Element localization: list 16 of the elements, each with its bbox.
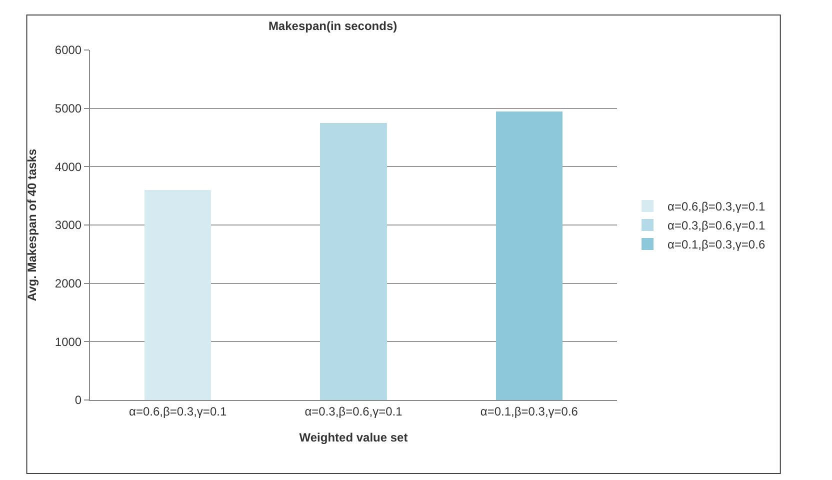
y-tick-label: 3000 [54,218,82,232]
y-tick-label: 6000 [54,43,82,58]
legend-label: α=0.6,β=0.3,γ=0.1 [668,200,766,214]
x-axis-title: Weighted value set [299,430,408,444]
y-tick-label: 4000 [54,160,82,174]
y-axis-title: Avg. Makespan of 40 tasks [25,148,40,302]
y-tick-label: 5000 [54,102,82,116]
x-tick-label: α=0.6,β=0.3,γ=0.1 [129,404,227,418]
x-tick-label: α=0.3,β=0.6,γ=0.1 [304,404,403,418]
legend-label: α=0.3,β=0.6,γ=0.1 [668,218,766,233]
chart-title: Makespan(in seconds) [268,19,398,33]
y-tick-label: 2000 [54,276,82,291]
legend-label: α=0.1,β=0.3,γ=0.6 [668,238,766,252]
y-tick-label: 0 [74,393,82,408]
y-tick-label: 1000 [54,334,82,349]
x-tick-label: α=0.1,β=0.3,γ=0.6 [480,404,578,418]
